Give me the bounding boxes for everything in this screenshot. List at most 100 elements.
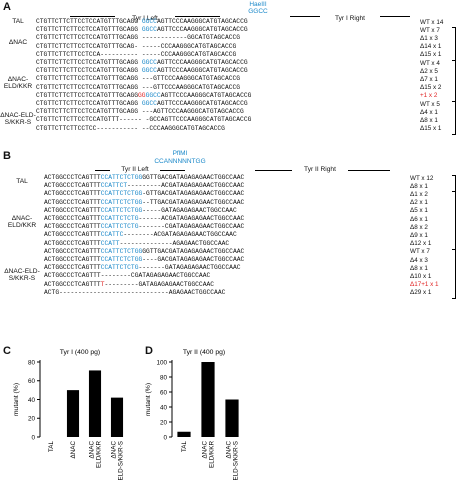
mutation-count: Δ8 x 1 xyxy=(410,264,428,272)
sequence-row: CTGTTCTTCTTCCTCCATGTTTGCAGG GGCCAGTTCCCA… xyxy=(36,100,248,107)
chart-title: Tyr II (400 pg) xyxy=(183,349,225,356)
mutation-count: Δ8 x 1 xyxy=(420,116,438,124)
mutation-count: WT x 14 xyxy=(420,18,444,26)
tyr2-right-label: Tyr II Right xyxy=(292,166,348,173)
x-tick-label: ΔNACELD-S/KKR-S xyxy=(111,441,125,481)
x-tick-label: ΔNAC xyxy=(70,441,77,459)
mutation-count: Δ10 x 1 xyxy=(410,272,432,280)
chart-title: Tyr I (400 pg) xyxy=(60,349,100,356)
y-tick-label: 0 xyxy=(163,434,167,441)
pflmi-site-name: PflMI xyxy=(172,150,188,157)
mutation-count: Δ6 x 1 xyxy=(410,215,428,223)
group-bracket xyxy=(452,175,456,193)
sequence-row: ACTGGCCCTCAGTTTCCATTCTCTGG----GACGATAGAG… xyxy=(44,256,245,263)
sequence-row: CTGTTCTTCTTCCTCC----------- --CCCAAGGGCA… xyxy=(36,124,225,132)
tyr1-left-label: Tyr I Left xyxy=(115,15,175,22)
mutation-count: Δ1 x 2 xyxy=(410,190,428,198)
mutation-count: Δ2 x 5 xyxy=(420,67,438,75)
mutation-count: Δ2 x 1 xyxy=(410,199,428,207)
panel-d-label: D xyxy=(145,345,153,357)
y-tick-label: 0 xyxy=(31,434,35,441)
sequence-row: ACTGGCCCTCAGTTTCCATTCTCTGG-----GATAGAGAG… xyxy=(44,206,237,214)
group-bracket xyxy=(452,27,456,61)
y-tick-label: 20 xyxy=(160,419,168,426)
group-label: TAL xyxy=(12,18,24,26)
mutation-count: Δ7 x 1 xyxy=(420,75,438,83)
sequence-row: CTGTTCTTCTTCCTCCATGTTTGCAGG ------------… xyxy=(36,34,241,42)
bar xyxy=(66,390,80,437)
sequence-row: ACTGGCCCTCAGTTTCCATTCTCTGG--TTGACGATAGAG… xyxy=(44,198,245,206)
sequence-row: ACTGGCCCTCAGTTT--------CGATAGAGAGAACTGGC… xyxy=(44,272,211,280)
group-bracket xyxy=(452,248,456,299)
sequence-row: ACTGGCCCTCAGTTTCCATTCTCTGG-GTTGACGATAGAG… xyxy=(44,190,245,198)
sequence-row: ACTGGCCCTCAGTTTT---------GATAGAGAGAACTGG… xyxy=(44,280,215,288)
group-bracket xyxy=(452,101,456,135)
sequence-row: CTGTTCTTCTTCCTCCATGTTTGCAGG ---AGTTCCCAA… xyxy=(36,108,244,116)
mutation-count: Δ8 x 1 xyxy=(410,182,428,190)
panel-b-label: B xyxy=(3,150,11,162)
sequence-row: CTGTTCTTCTTCCTCCA---------- -----CCCAAGG… xyxy=(36,50,237,58)
bar xyxy=(177,431,191,437)
pflmi-site-seq: CCANNNNNTGG xyxy=(154,158,206,165)
mutation-count: Δ17+1 x 1 xyxy=(410,281,439,289)
group-label: TAL xyxy=(16,178,28,186)
sequence-row: CTGTTCTTCTTCCTCCATGTTTGCAGG ---GTTCCCAAG… xyxy=(36,75,241,83)
y-axis-label: mutant (%) xyxy=(13,383,20,416)
sequence-row: ACTG-----------------------------AGAGAAC… xyxy=(44,288,226,296)
group-label: ΔNAC-ELD-S/KKR-S xyxy=(4,268,40,283)
mutation-count: Δ4 x 3 xyxy=(410,256,428,264)
haeiii-site-name: HaeIII xyxy=(249,1,267,8)
mutation-count: WT x 12 xyxy=(410,174,434,182)
mutation-count: Δ8 x 2 xyxy=(410,223,428,231)
mutation-count: Δ1 x 3 xyxy=(420,34,438,42)
y-tick-label: 60 xyxy=(160,389,168,396)
y-tick-label: 40 xyxy=(160,404,168,411)
y-tick-label: 20 xyxy=(28,416,36,423)
sequence-row: CTGTTCTTCTTCCTCCATGTTTGCAGG ---GTTCCCAAG… xyxy=(36,83,241,91)
x-tick-label: ΔNACELD-S/KKR-S xyxy=(226,441,240,481)
x-tick-label: ΔNACELD/KKR xyxy=(202,441,216,468)
charts-svg: Tyr I (400 pg) mutant (%) 0 20 40 60 80 TAL ΔNAC… xyxy=(13,349,240,481)
group-bracket xyxy=(452,191,456,250)
sequence-row: CTGTTCTTCTTCCTCCATGTTTGCAGG GGCCAGTTCCCA… xyxy=(36,67,248,75)
x-tick-label: TAL xyxy=(181,441,188,453)
y-tick-label: 100 xyxy=(156,359,167,366)
panel-a-label: A xyxy=(3,1,11,13)
sequence-row: ACTGGCCCTCAGTTTCCATTCTCTGGGGTTGACGATAGAG… xyxy=(44,247,245,255)
sequence-row: CTGTTCTTCTTCCTCCATGTTTGCAGG GGCCAGTTCCCA… xyxy=(36,26,248,34)
y-tick-label: 60 xyxy=(28,378,36,385)
group-label: ΔNAC xyxy=(8,38,28,46)
sequence-row: ACTGGCCCTCAGTTTCCATTCTCTG-------CGATAGAG… xyxy=(44,223,245,231)
panel-c-label: C xyxy=(3,345,11,357)
y-tick-label: 40 xyxy=(28,397,36,404)
mutation-count: Δ15 x 2 xyxy=(420,84,442,92)
mutation-count: WT x 4 xyxy=(420,59,440,67)
x-tick-label: TAL xyxy=(48,441,55,453)
mutation-count: Δ12 x 1 xyxy=(410,240,432,248)
sequence-row: CTGTTCTTCTTCCTCCATGTTTGCAGG GGCCAGTTCCCA… xyxy=(36,59,248,66)
sequence-row: CTGTTCTTCTTCCTCCATGTTTGCAG- -----CCCAAGG… xyxy=(36,42,237,50)
sequence-row: ACTGGCCCTCAGTTTCCATTC--------ACGATAGAGAG… xyxy=(44,231,237,239)
sequence-row: ACTGGCCCTCAGTTTCCATT--------------AGAGAA… xyxy=(44,239,230,247)
mutation-count: Δ29 x 1 xyxy=(410,289,432,297)
mutation-count: WT x 7 xyxy=(410,248,430,256)
bar xyxy=(201,362,215,437)
mutation-count: Δ9 x 1 xyxy=(410,231,428,239)
mutation-count: Δ14 x 1 xyxy=(420,43,442,51)
mutation-count: Δ5 x 1 xyxy=(410,207,428,215)
y-tick-label: 80 xyxy=(160,374,168,381)
y-axis-label: mutant (%) xyxy=(145,383,152,416)
sequence-row: CTGTTCTTCTTCCTCCATGTTT------ -GCCAGTTCCC… xyxy=(36,116,252,124)
sequence-row: ACTGGCCCTCAGTTTCCATTCTCTGGGGTTGACGATAGAG… xyxy=(44,174,245,181)
sequence-row: CTGTTCTTCTTCCTCCATGTTTGCAGG GGCCAGTTCCCA… xyxy=(36,18,248,25)
mutation-count: Δ15 x 1 xyxy=(420,125,442,133)
mutation-count: WT x 5 xyxy=(420,100,440,108)
tyr2-left-label: Tyr II Left xyxy=(110,166,160,173)
sequence-row: ACTGGCCCTCAGTTTCCATTCTCTG-------GATAGAGA… xyxy=(44,264,241,272)
mutation-count: +1 x 2 xyxy=(420,92,438,100)
sequence-row: CTGTTCTTCTTCCTCCATGTTTGCAGGGGGGCCAGTTCCC… xyxy=(36,91,252,99)
y-tick-label: 80 xyxy=(28,359,36,366)
bar xyxy=(110,397,124,437)
mutation-count: Δ4 x 1 xyxy=(420,108,438,116)
mutation-count: Δ15 x 1 xyxy=(420,51,442,59)
